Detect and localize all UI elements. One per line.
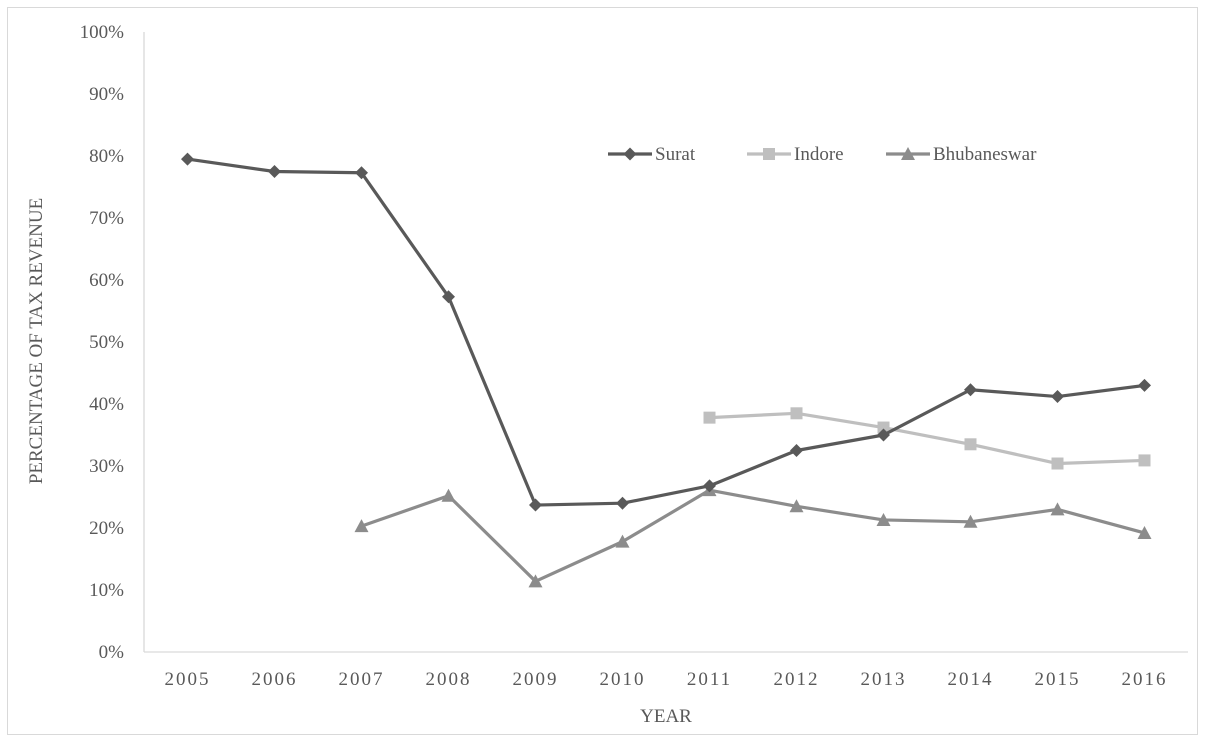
y-tick-label: 20% [89,518,124,539]
data-point-bhubaneswar [1137,525,1152,539]
data-point-surat [964,383,977,397]
data-point-surat [877,428,890,442]
legend-marker [623,147,637,161]
data-point-surat [790,444,803,457]
x-tick-label: 2016 [1122,669,1168,690]
series-line-bhubaneswar [359,488,1147,583]
series-surat [181,152,1151,512]
legend-item-bhubaneswar: Bhubaneswar [886,144,1037,165]
x-tick-label: 2013 [861,669,907,690]
x-axis-title: YEAR [640,706,692,727]
series-bhubaneswar [354,483,1152,588]
legend-label: Surat [655,144,696,165]
data-point-bhubaneswar [963,514,978,528]
x-tick-label: 2012 [774,669,820,690]
series-layer [181,152,1152,588]
x-tick-label: 2006 [252,669,298,690]
x-tick-labels: 2005 2006 2007 2008 2009 2010 2011 2012 2013 2014… [165,669,1168,690]
data-point-bhubaneswar [789,499,804,513]
y-tick-label: 60% [89,270,124,291]
y-tick-label: 30% [89,456,124,477]
legend-label: Indore [794,144,844,165]
data-point-indore [790,407,803,420]
data-point-surat [181,152,194,166]
y-tick-label: 0% [99,642,125,663]
data-point-surat [355,166,368,180]
data-point-bhubaneswar [354,519,369,533]
data-point-indore [1051,457,1064,470]
y-tick-label: 70% [89,208,124,229]
data-point-bhubaneswar [441,488,456,502]
data-point-indore [1138,454,1151,467]
y-tick-label: 90% [89,84,124,105]
series-line-surat [185,157,1147,507]
data-point-surat [268,165,281,178]
y-tick-label: 50% [89,332,124,353]
data-point-bhubaneswar [876,512,891,526]
x-tick-label: 2011 [687,669,732,690]
data-point-indore [964,438,977,451]
data-point-bhubaneswar [1050,502,1065,516]
x-tick-label: 2008 [426,669,472,690]
data-point-indore [877,421,890,434]
x-tick-label: 2005 [165,669,211,690]
x-tick-label: 2010 [600,669,646,690]
y-tick-label: 40% [89,394,124,415]
legend-marker [763,148,775,160]
axes [143,32,1188,653]
data-point-surat [616,496,629,510]
y-tick-label: 10% [89,580,124,601]
series-line-indore [707,411,1147,466]
y-axis-title: PERCENTAGE OF TAX REVENUE [26,198,47,484]
data-point-indore [703,411,716,424]
data-point-bhubaneswar [615,534,630,548]
x-tick-label: 2015 [1035,669,1081,690]
series-indore [703,407,1151,470]
x-tick-label: 2009 [513,669,559,690]
data-point-surat [529,498,542,512]
y-tick-labels: 0% 10% 20% 30% 40% 50% 60% 70% 80% 90% 100% [80,22,125,663]
legend-label: Bhubaneswar [933,144,1037,165]
data-point-surat [1051,390,1064,404]
y-tick-label: 100% [80,22,125,43]
data-point-bhubaneswar [528,574,543,588]
x-tick-label: 2014 [948,669,994,690]
x-tick-label: 2007 [339,669,385,690]
data-point-surat [703,479,716,493]
chart-frame [7,7,1198,735]
legend-item-surat: Surat [608,144,696,165]
data-point-surat [442,290,455,304]
data-point-surat [1138,378,1151,392]
y-tick-label: 80% [89,146,124,167]
legend-marker [901,147,915,160]
legend-item-indore: Indore [747,144,844,165]
legend: Surat Indore Bhubaneswar [608,144,1037,165]
